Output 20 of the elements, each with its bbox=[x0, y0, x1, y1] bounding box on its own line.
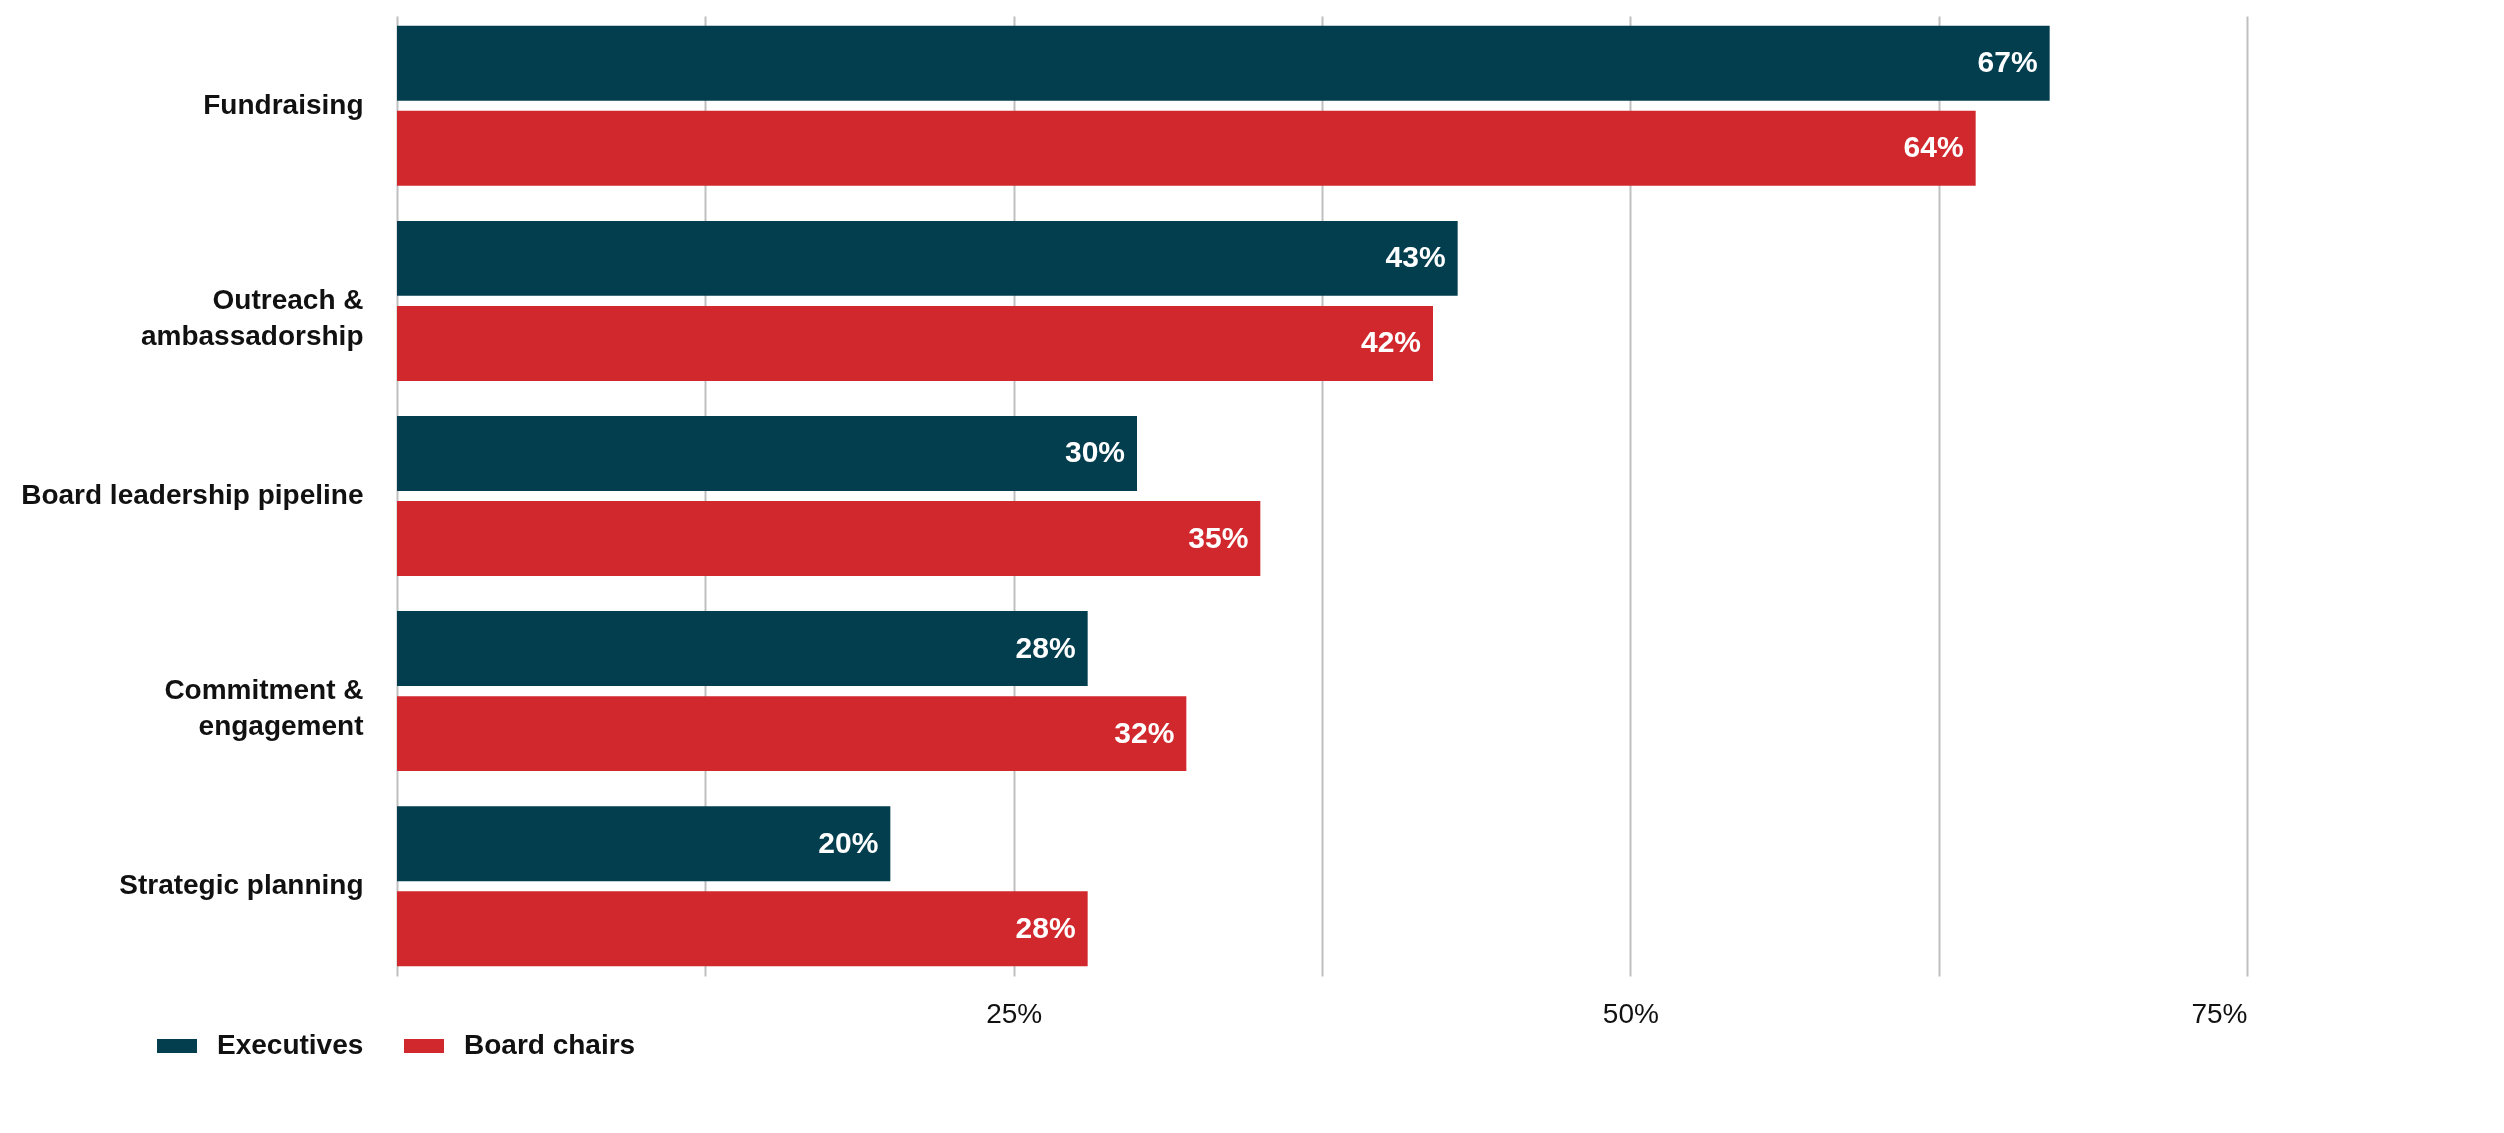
y-tick-label: Outreach & ambassadorship bbox=[140, 283, 364, 351]
y-tick-label: Board leadership pipeline bbox=[21, 479, 364, 510]
data-label: 67% bbox=[1977, 45, 2038, 79]
data-label: 43% bbox=[1385, 240, 1446, 274]
y-tick-label: Strategic planning bbox=[119, 869, 364, 901]
x-tick-label: 50% bbox=[1602, 997, 1659, 1029]
y-tick-label: Commitment & engagement bbox=[164, 674, 364, 742]
data-label: 30% bbox=[1064, 435, 1125, 469]
data-label: 28% bbox=[1015, 630, 1076, 664]
legend-label: Executives bbox=[217, 1029, 364, 1060]
data-label: 42% bbox=[1360, 325, 1421, 359]
legend-label: Board chairs bbox=[464, 1029, 636, 1060]
x-tick-label: 75% bbox=[2191, 997, 2248, 1029]
y-tick-label: Fundraising bbox=[203, 88, 364, 120]
data-label: 32% bbox=[1114, 715, 1175, 749]
data-label: 20% bbox=[818, 825, 879, 859]
data-label: 28% bbox=[1015, 910, 1076, 944]
data-label: 35% bbox=[1188, 520, 1249, 554]
data-label: 64% bbox=[1903, 130, 1964, 164]
x-tick-label: 25% bbox=[986, 997, 1043, 1029]
